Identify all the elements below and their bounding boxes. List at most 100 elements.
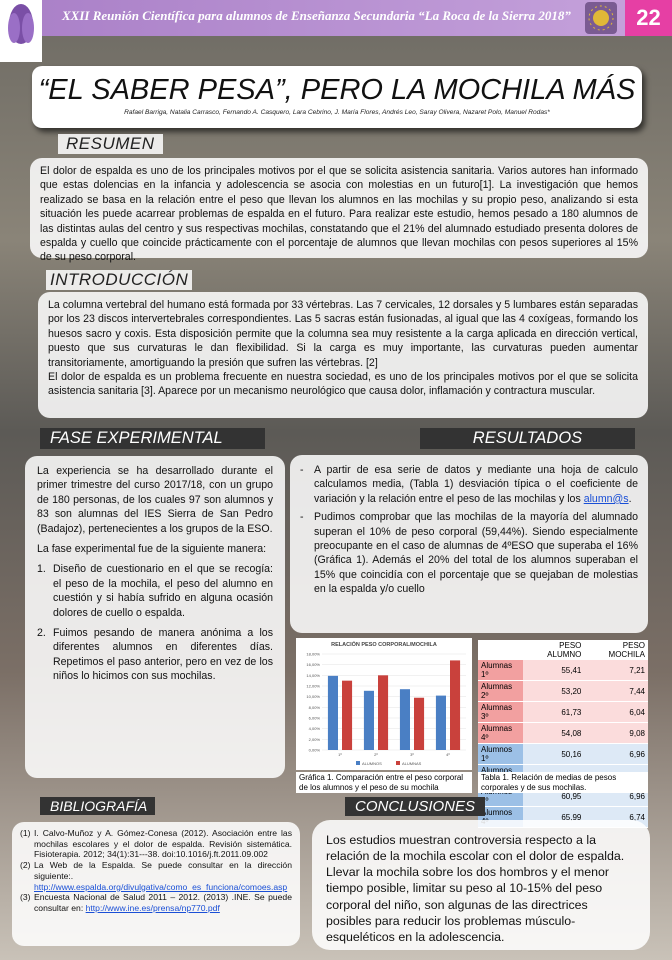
table-caption: Tabla 1. Relación de medias de pesos cor… <box>478 772 648 794</box>
value-cell: 6,04 <box>584 701 648 723</box>
value-cell: 7,44 <box>584 680 648 702</box>
logo-sun <box>585 2 617 34</box>
table-row: Alumnas 4º 54,08 9,08 <box>478 722 648 744</box>
ref-text: Encuesta Nacional de Salud 2011 – 2012. … <box>34 892 292 914</box>
header-bar <box>0 0 672 36</box>
bar <box>450 660 461 750</box>
legend-label: ALUMNOS <box>362 761 382 766</box>
bar <box>327 675 338 750</box>
value-cell: 61,73 <box>523 701 585 723</box>
table-row: Alumnas 1º 55,41 7,21 <box>478 660 648 681</box>
y-tick-label: 0,00% <box>309 748 321 753</box>
y-tick-label: 4,00% <box>309 726 321 731</box>
section-heading: CONCLUSIONES <box>345 797 485 816</box>
bullet: -A partir de esa serie de datos y median… <box>300 463 638 506</box>
bar <box>435 695 446 750</box>
row-label: Alumnas 2º <box>478 680 524 702</box>
conclusiones-box: Los estudios muestran controversia respe… <box>312 820 650 950</box>
value-cell: 9,08 <box>584 722 648 744</box>
intro-box: La columna vertebral del humano está for… <box>38 292 648 418</box>
ref-number: (3) <box>20 892 31 903</box>
ref-body: Encuesta Nacional de Salud 2011 – 2012. … <box>34 892 292 913</box>
value-cell: 7,21 <box>584 660 648 681</box>
reference: (3) Encuesta Nacional de Salud 2011 – 201… <box>20 892 292 913</box>
reference: (1) I. Calvo-Muñoz y A. Gómez-Conesa (201… <box>20 828 292 860</box>
x-tick-label: 3º <box>410 752 414 757</box>
bar <box>414 697 425 750</box>
authors: Rafael Barriga, Natalia Carrasco, Fernan… <box>124 109 550 116</box>
title: “EL SABER PESA”, PERO LA MOCHILA MÁS <box>38 74 636 106</box>
ref-number: (2) <box>20 860 31 871</box>
y-tick-label: 14,00% <box>306 673 320 678</box>
section-heading: FASE EXPERIMENTAL <box>40 428 265 449</box>
section-heading: RESULTADOS <box>420 428 635 449</box>
y-tick-label: 16,00% <box>306 662 320 667</box>
row-label: Alumnas 3º <box>478 701 524 723</box>
y-tick-label: 12,00% <box>306 684 320 689</box>
logo <box>0 0 42 62</box>
paragraph: La columna vertebral del humano está for… <box>48 299 638 369</box>
ref-body: La Web de la Espalda. Se puede consultar… <box>34 860 292 892</box>
header-cell: PESO ALUMNO <box>523 640 585 660</box>
text: . <box>628 492 632 505</box>
bullet-text: Pudimos comprobar que las mochilas de la… <box>314 511 638 596</box>
value-cell: 54,08 <box>523 722 585 744</box>
table-row: Alumnas 2º 53,20 7,44 <box>478 680 648 702</box>
ref-number: (1) <box>20 828 31 838</box>
table: PESO ALUMNO PESO MOCHILA Alumnas 1º 55,41 7,… <box>478 640 648 828</box>
bullet-text: A partir de esa serie de datos y mediant… <box>314 463 638 506</box>
paragraph: La fase experimental fue de la siguiente… <box>37 543 267 556</box>
ref-text: La Web de la Espalda. Se puede consultar… <box>34 860 292 881</box>
data-table: PESO ALUMNO PESO MOCHILA Alumnas 1º 55,41 7,… <box>478 640 648 828</box>
title-box: “EL SABER PESA”, PERO LA MOCHILA MÁS Raf… <box>32 66 642 128</box>
sun-icon <box>588 5 614 31</box>
step-number: 1. <box>37 563 46 576</box>
value-cell: 50,16 <box>523 743 585 765</box>
step-text: Diseño de cuestionario en el que se reco… <box>53 563 273 619</box>
value-cell: 55,41 <box>523 660 585 681</box>
paragraph: Los estudios muestran controversia respe… <box>326 833 625 944</box>
table-row: Alumnas 3º 61,73 6,04 <box>478 701 648 723</box>
page-number: 22 <box>625 0 672 36</box>
bar <box>399 689 410 750</box>
chart-title: RELACIÓN PESO CORPORAL/MOCHILA <box>331 640 437 648</box>
ref-text: I. Calvo-Muñoz y A. Gómez-Conesa (2012).… <box>34 828 292 860</box>
resultados-box: -A partir de esa serie de datos y median… <box>290 455 648 633</box>
bar-chart: RELACIÓN PESO CORPORAL/MOCHILA 0,00% 2,00… <box>296 638 472 770</box>
bullet: - Pudimos comprobar que las mochilas de l… <box>300 510 638 596</box>
y-tick-label: 18,00% <box>306 652 320 657</box>
reference: (2) La Web de la Espalda. Se puede consul… <box>20 860 292 892</box>
x-tick-label: 1º <box>338 752 342 757</box>
bullet-marker: - <box>300 511 304 524</box>
y-tick-label: 6,00% <box>309 716 321 721</box>
value-cell: 53,20 <box>523 680 585 702</box>
step-number: 2. <box>37 627 46 640</box>
value-cell: 6,96 <box>584 743 648 765</box>
table-row: Alumnos 1º 50,16 6,96 <box>478 743 648 765</box>
ref-link[interactable]: http://www.ine.es/prensa/np770.pdf <box>85 903 220 914</box>
bar <box>363 690 374 750</box>
resumen-box: El dolor de espalda es uno de los princi… <box>30 158 648 263</box>
x-tick-label: 2º <box>374 752 378 757</box>
fase-box: La experiencia se ha desarrollado durant… <box>25 456 285 778</box>
paragraph: El dolor de espalda es uno de los princi… <box>40 165 638 264</box>
bullet-marker: - <box>300 464 304 476</box>
section-heading: RESUMEN <box>58 134 163 154</box>
header-cell <box>478 640 524 660</box>
x-tick-label: 4º <box>446 752 450 757</box>
logo-flower <box>8 4 34 44</box>
step: 1. Diseño de cuestionario en el que se re… <box>37 562 273 620</box>
legend-swatch <box>396 761 400 765</box>
bar <box>378 675 389 750</box>
step-text: Fuimos pesando de manera anónima a los d… <box>53 627 273 683</box>
text: A partir de esa serie de datos y mediant… <box>314 464 638 505</box>
event-name: XXII Reunión Científica para alumnos de … <box>62 8 571 23</box>
link[interactable]: alumn@s <box>583 492 629 505</box>
step: 2. Fuimos pesando de manera anónima a los… <box>37 626 273 684</box>
row-label: Alumnas 1º <box>478 660 524 681</box>
ref-link[interactable]: http://www.espalda.org/divulgativa/como_… <box>34 881 288 892</box>
legend-swatch <box>356 761 360 765</box>
y-tick-label: 10,00% <box>306 694 320 699</box>
chart-caption: Gráfica 1. Comparación entre el peso cor… <box>296 772 472 794</box>
